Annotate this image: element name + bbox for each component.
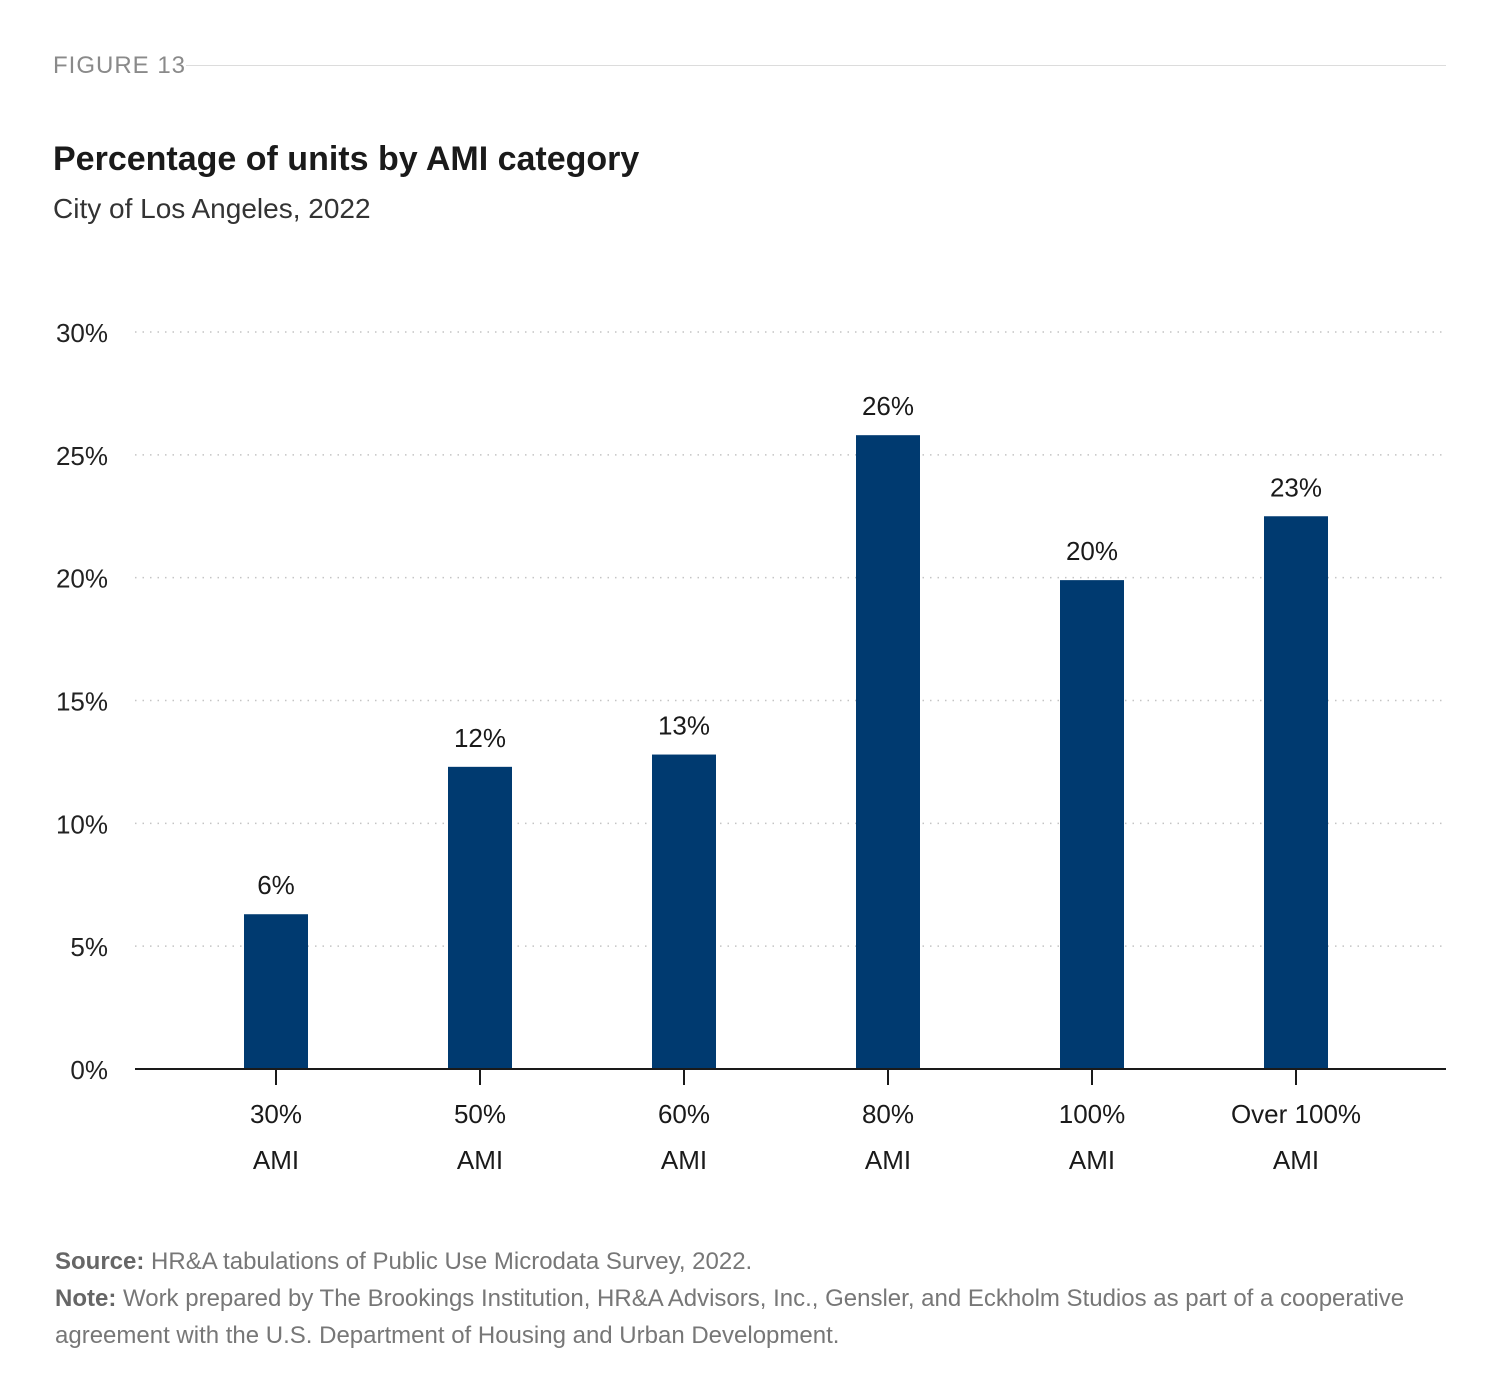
chart-subtitle: City of Los Angeles, 2022 [53,193,371,224]
data-label: 20% [1066,536,1118,566]
data-label: 13% [658,711,710,741]
x-tick-label: AMI [1069,1145,1115,1175]
x-tick-label: AMI [1273,1145,1319,1175]
bar [448,766,512,1069]
x-tick-label: 100% [1059,1099,1126,1129]
note-label: Note: [55,1285,117,1312]
y-tick-label: 25% [56,441,108,471]
bar [1060,580,1124,1069]
source-note: Source: HR&A tabulations of Public Use M… [55,1243,1455,1280]
x-tick-label: AMI [457,1145,503,1175]
chart-title: Percentage of units by AMI category [53,140,640,178]
x-tick-label: AMI [253,1145,299,1175]
x-tick-label: 60% [658,1099,710,1129]
x-tick-label: Over 100% [1231,1099,1361,1129]
x-tick-label: AMI [661,1145,707,1175]
figure-divider [186,65,1446,66]
bar [1264,516,1328,1069]
data-label: 23% [1270,472,1322,502]
note: Note: Work prepared by The Brookings Ins… [55,1280,1455,1354]
bar [244,914,308,1069]
source-text: HR&A tabulations of Public Use Microdata… [151,1248,753,1275]
data-label: 6% [257,870,295,900]
data-label: 26% [862,391,914,421]
figure-label: FIGURE 13 [53,52,187,79]
x-tick-label: 30% [250,1099,302,1129]
y-tick-label: 5% [70,932,108,962]
data-label: 12% [454,723,506,753]
chart-footer: Source: HR&A tabulations of Public Use M… [55,1243,1455,1354]
bar [652,754,716,1069]
y-tick-label: 30% [56,318,108,348]
y-tick-label: 0% [70,1055,108,1085]
x-tick-label: AMI [865,1145,911,1175]
y-tick-label: 20% [56,564,108,594]
bar [856,435,920,1069]
source-label: Source: [55,1248,145,1275]
y-tick-label: 15% [56,687,108,717]
x-tick-label: 50% [454,1099,506,1129]
note-text: Work prepared by The Brookings Instituti… [55,1285,1405,1349]
bar-chart: 0% 5% 10% 15% 20% 25% 30% 6% 30% AMI 12% 50% AMI 13% 6… [56,318,1446,1175]
y-tick-label: 10% [56,809,108,839]
x-tick-label: 80% [862,1099,914,1129]
